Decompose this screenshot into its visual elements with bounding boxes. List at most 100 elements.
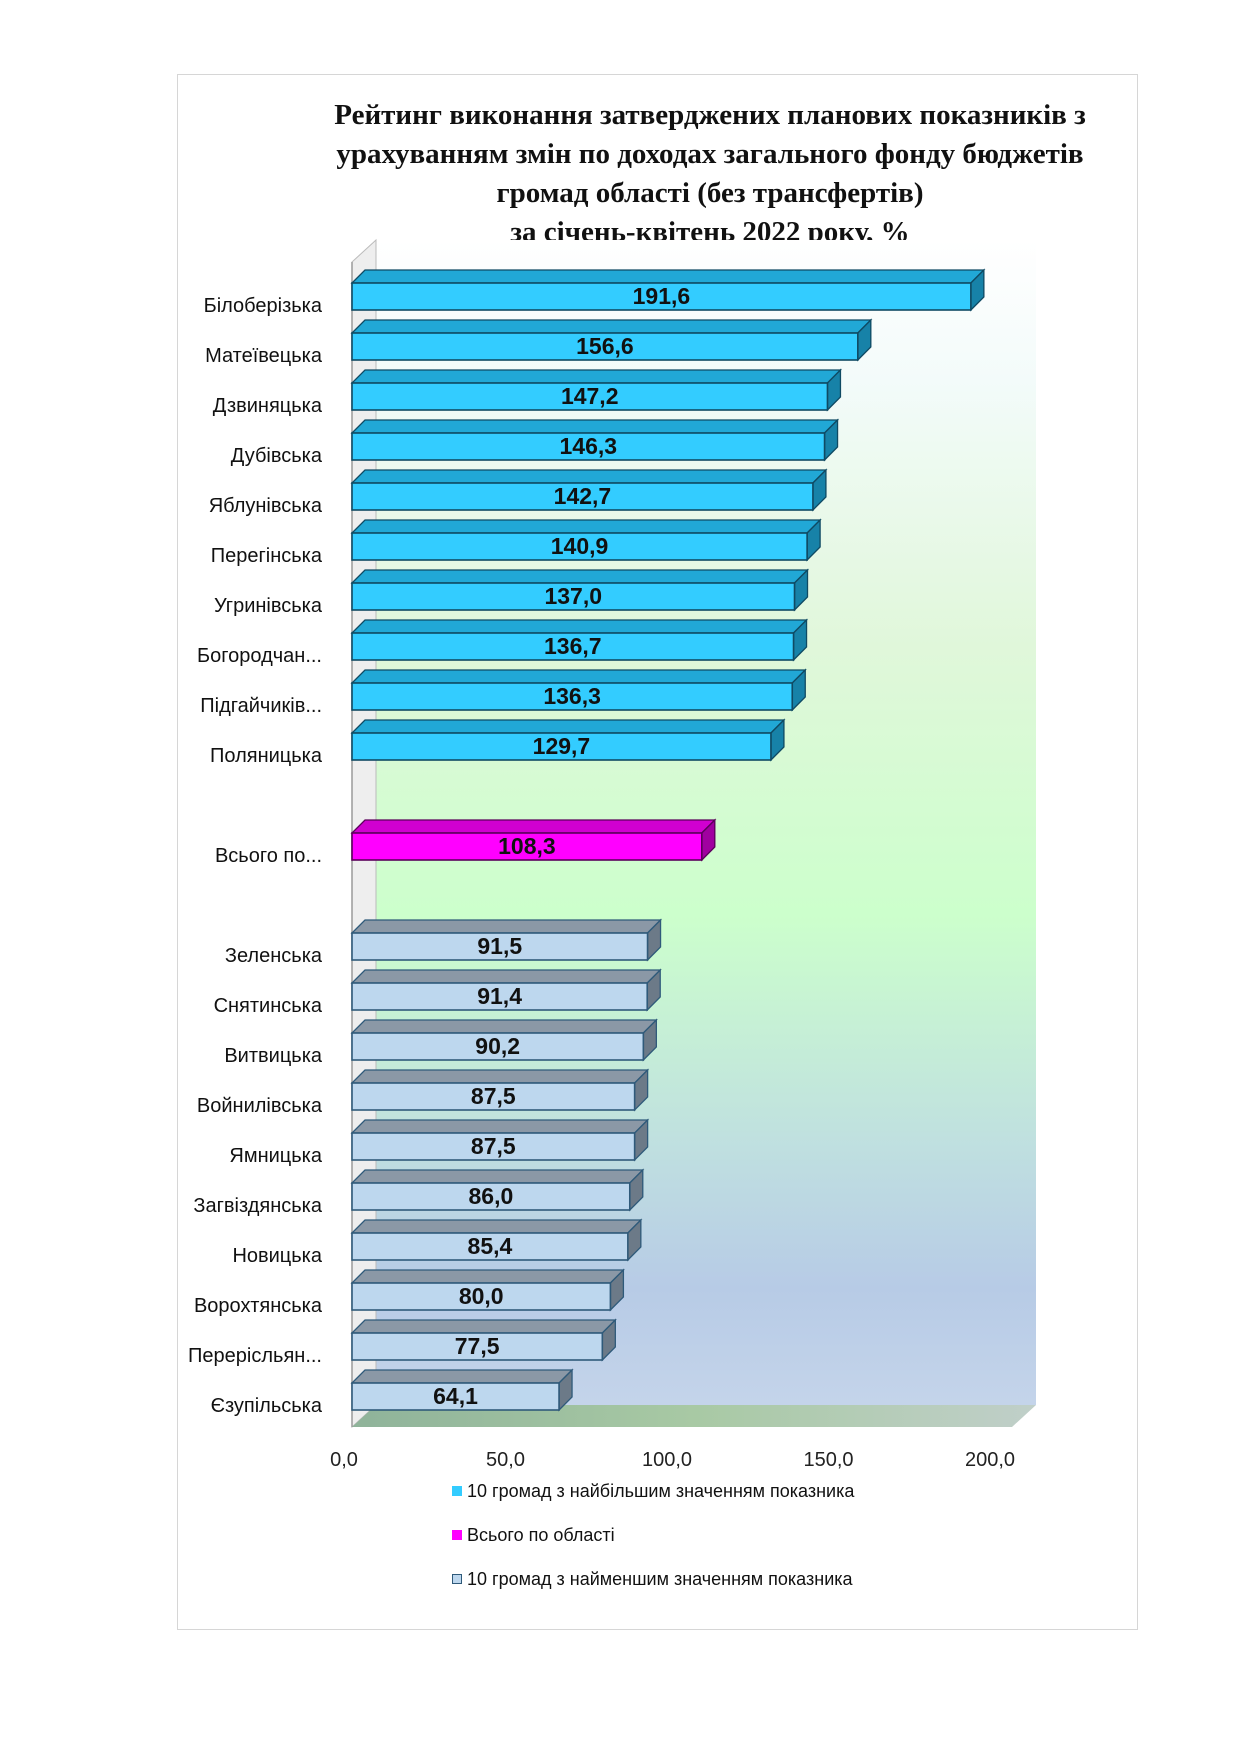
bar-front-face: [351, 832, 703, 861]
category-label: Всього по...: [215, 845, 322, 867]
bar-front-face: [351, 432, 826, 461]
value-label: 64,1: [433, 1383, 478, 1409]
category-label: Войнилівська: [197, 1095, 323, 1117]
category-label: Перерісльян...: [188, 1345, 322, 1367]
bar-front-face: [351, 1082, 636, 1111]
bar-front-face: [351, 1132, 636, 1161]
category-label: Матеївецька: [205, 345, 323, 367]
bar-top-face: [350, 1319, 617, 1334]
legend: 10 громад з найбільшим значенням показни…: [452, 1480, 1052, 1612]
chart-title: Рейтинг виконання затверджених планових …: [334, 99, 1086, 248]
bar-front-face: [351, 982, 649, 1011]
bar-Перегінська: [350, 518, 822, 562]
bar-Зеленська: [350, 918, 663, 962]
bar-top-face: [350, 1069, 650, 1084]
legend-swatch-total: [452, 1530, 462, 1540]
bar-Яблунівська: [350, 468, 828, 512]
bar-front-face: [351, 932, 649, 961]
bar-Дубівська: [350, 418, 840, 462]
bar-front-face: [351, 1382, 560, 1411]
value-label: 136,7: [544, 633, 602, 659]
value-label: 142,7: [554, 483, 612, 509]
x-tick-label: 200,0: [965, 1449, 1015, 1471]
bar-top-face: [350, 319, 873, 334]
bar-front-face: [351, 1182, 631, 1211]
bar-Угринівська: [350, 568, 810, 612]
value-label: 156,6: [576, 333, 634, 359]
bar-front-face: [351, 382, 829, 411]
value-label: 87,5: [471, 1133, 516, 1159]
category-label: Ямницька: [229, 1145, 322, 1167]
value-label: 140,9: [551, 533, 609, 559]
category-label: Загвіздянська: [193, 1195, 322, 1217]
bar-Ямницька: [350, 1118, 650, 1162]
x-tick-label: 50,0: [486, 1449, 525, 1471]
bar-Новицька: [350, 1218, 643, 1262]
value-label: 137,0: [544, 583, 602, 609]
category-label: Новицька: [232, 1245, 322, 1267]
bar-Поляницька: [350, 718, 786, 762]
bar-Всього по...: [350, 818, 717, 862]
category-label: Ворохтянська: [194, 1295, 323, 1317]
legend-label-top10: 10 громад з найбільшим значенням показни…: [467, 1480, 855, 1501]
value-label: 86,0: [469, 1183, 514, 1209]
value-label: 91,5: [477, 933, 522, 959]
category-label: Зеленська: [225, 945, 323, 967]
bar-Витвицька: [350, 1018, 658, 1062]
bar-top-face: [350, 819, 717, 834]
bar-Загвіздянська: [350, 1168, 645, 1212]
bar-top-face: [350, 469, 828, 484]
bar-Перерісльян...: [350, 1318, 617, 1362]
bar-front-face: [351, 282, 972, 311]
legend-item-bottom10: 10 громад з найменшим значенням показник…: [452, 1568, 1052, 1590]
bar-top-face: [350, 919, 663, 934]
bar-top-face: [350, 1169, 645, 1184]
bar-Білоберізька: [350, 268, 986, 312]
x-tick-label: 100,0: [642, 1449, 692, 1471]
bar-front-face: [351, 1232, 629, 1261]
bar-front-face: [351, 582, 796, 611]
legend-label-bottom10: 10 громад з найменшим значенням показник…: [467, 1568, 853, 1589]
bar-top-face: [350, 269, 986, 284]
bar-top-face: [350, 569, 810, 584]
bar-Войнилівська: [350, 1068, 650, 1112]
category-label: Поляницька: [210, 745, 323, 767]
bar-top-face: [350, 969, 662, 984]
value-label: 136,3: [543, 683, 601, 709]
bar-front-face: [351, 332, 859, 361]
category-label: Яблунівська: [209, 495, 323, 517]
legend-swatch-bottom10: [452, 1574, 462, 1584]
bar-top-face: [350, 1219, 643, 1234]
bar-Підгайчиків...: [350, 668, 807, 712]
category-label: Дубівська: [231, 445, 323, 467]
bar-front-face: [351, 1332, 604, 1361]
category-label: Витвицька: [224, 1045, 323, 1067]
value-label: 91,4: [477, 983, 522, 1009]
value-label: 80,0: [459, 1283, 504, 1309]
legend-label-total: Всього по області: [467, 1524, 615, 1545]
category-label: Підгайчиків...: [200, 695, 322, 717]
value-label: 147,2: [561, 383, 619, 409]
bar-front-face: [351, 482, 814, 511]
value-label: 191,6: [633, 283, 691, 309]
value-label: 85,4: [468, 1233, 513, 1259]
category-label: Угринівська: [214, 595, 323, 617]
bar-top-face: [350, 519, 822, 534]
bar-Дзвиняцька: [350, 368, 843, 412]
bar-front-face: [351, 632, 795, 661]
bar-top-face: [350, 1369, 574, 1384]
bar-front-face: [351, 1282, 612, 1311]
category-label: Дзвиняцька: [213, 395, 323, 417]
bar-top-face: [350, 369, 843, 384]
bar-Богородчан...: [350, 618, 809, 662]
bar-top-face: [350, 1269, 625, 1284]
category-label: Єзупільська: [211, 1395, 323, 1417]
category-label: Снятинська: [214, 995, 323, 1017]
bars: [350, 268, 986, 1412]
bar-top-face: [350, 719, 786, 734]
bar-top-face: [350, 669, 807, 684]
value-label: 77,5: [455, 1333, 500, 1359]
value-label: 108,3: [498, 833, 556, 859]
value-label: 129,7: [533, 733, 591, 759]
